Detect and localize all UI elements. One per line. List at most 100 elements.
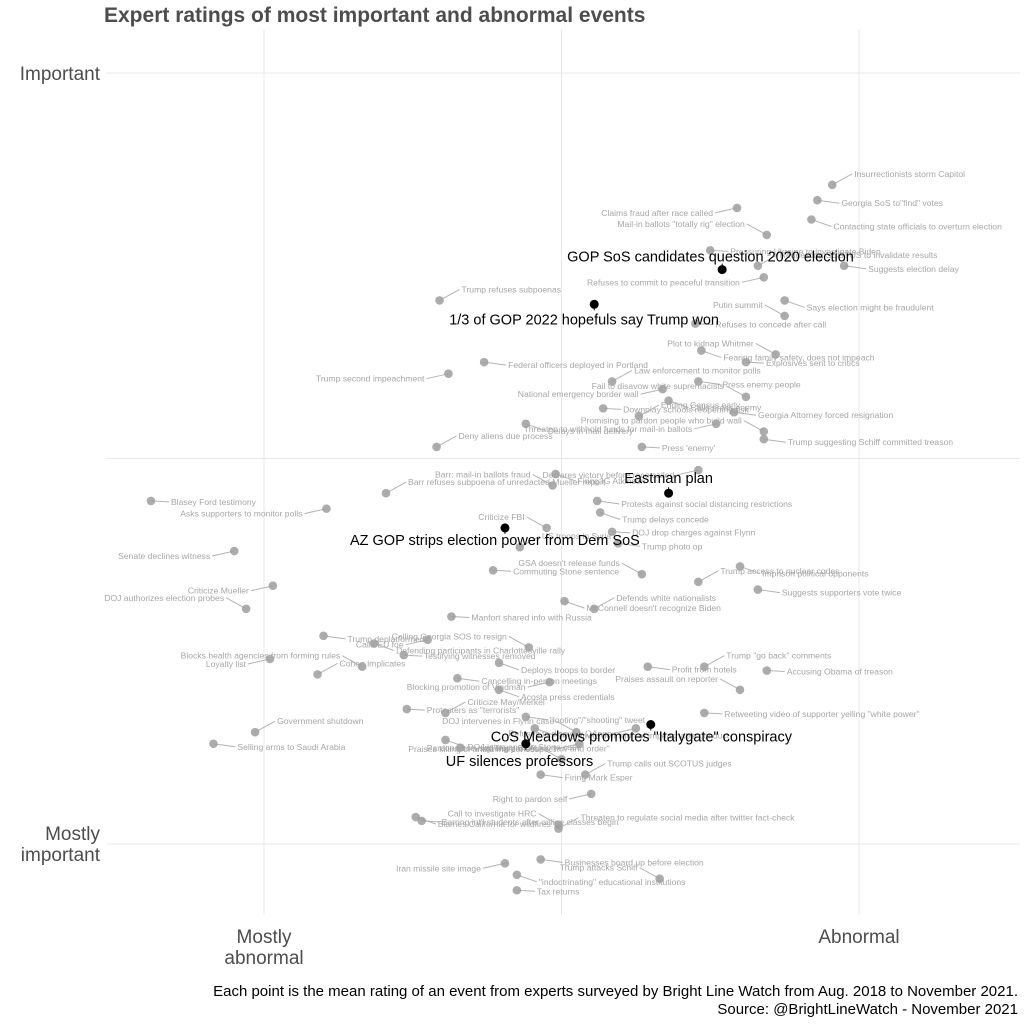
data-point xyxy=(700,708,709,718)
point-label: DOJ authorizes election probes xyxy=(104,593,224,603)
data-point xyxy=(694,377,703,386)
point-label: Refuses to disavow QAnon xyxy=(508,728,612,738)
point-label: Georgia Attorney forced resignation xyxy=(758,410,893,420)
point-label: Press 'enemy' xyxy=(662,443,716,453)
data-point xyxy=(592,496,602,506)
data-point xyxy=(694,465,703,475)
point-label: Blocking promotion of Vindman xyxy=(407,682,526,692)
point-label: Insurrectionists storm Capitol xyxy=(854,169,965,179)
data-point xyxy=(759,434,769,444)
data-point xyxy=(250,727,260,737)
data-point xyxy=(735,685,745,695)
data-point xyxy=(655,874,664,883)
point-label: Suggests supporters vote twice xyxy=(782,588,902,598)
point-label: Tax returns xyxy=(537,886,580,896)
data-point xyxy=(697,346,706,355)
data-point xyxy=(488,565,498,575)
point-label: Georgia SoS to"find" votes xyxy=(841,198,943,208)
data-point xyxy=(521,712,531,722)
data-point xyxy=(607,377,617,386)
highlight-point xyxy=(521,739,531,749)
data-point xyxy=(705,246,715,255)
point-label: Defends white nationalists xyxy=(616,593,716,603)
point-label: Pardons accused Navy SEAL xyxy=(427,743,540,753)
point-label: Dershowitz definition of impeachable con… xyxy=(557,730,730,740)
data-point xyxy=(453,673,462,683)
data-point xyxy=(637,442,647,452)
x-tick-label: Abnormal xyxy=(818,927,899,948)
point-label: Federal officers deployed in Portland xyxy=(508,360,648,370)
data-point xyxy=(694,577,703,587)
point-label: Trump attacks Schiff xyxy=(560,863,638,873)
data-point xyxy=(229,546,239,556)
data-point xyxy=(762,666,772,675)
point-label: Criticize FBI xyxy=(478,512,524,522)
point-label: National emergency border wall xyxy=(518,389,639,399)
point-label: Firing IG Atkinson xyxy=(578,476,646,486)
point-label: Promising to pardon people who build wal… xyxy=(581,416,742,426)
data-point xyxy=(613,539,623,548)
point-label: Deploys troops to border xyxy=(521,665,615,675)
data-point xyxy=(402,704,412,714)
point-label: Contacting state officials to overturn e… xyxy=(833,221,1002,231)
data-point xyxy=(268,581,278,591)
data-point xyxy=(441,708,450,718)
data-point xyxy=(560,596,569,606)
data-point xyxy=(631,724,641,733)
point-label: Calling Georgia SOS to resign xyxy=(392,631,507,641)
point-label: Claims fraud after race called xyxy=(601,208,713,218)
point-label: Protests against social distancing restr… xyxy=(621,499,792,509)
data-point xyxy=(319,631,328,641)
data-point xyxy=(551,469,560,479)
data-point xyxy=(813,195,822,205)
data-point xyxy=(827,180,837,190)
data-point xyxy=(780,311,789,321)
point-label: Calls EU foe xyxy=(356,640,404,650)
highlight-label: Eastman plan xyxy=(624,471,713,487)
data-point xyxy=(575,739,584,749)
highlight-label: UF silences professors xyxy=(446,754,593,770)
point-label: "looting"/"shooting" tweet xyxy=(550,715,646,725)
point-label: Profit from hotels xyxy=(672,665,737,675)
point-label: Protesters as "terrorists" xyxy=(427,705,520,715)
point-label: Trump second impeachment xyxy=(316,374,425,384)
point-label: Blocks health agencies from forming rule… xyxy=(181,651,341,661)
point-label: Refuses to concede after call xyxy=(715,320,826,330)
data-point xyxy=(753,261,763,271)
point-label: Says election might be fraudulent xyxy=(807,302,935,312)
point-label: Fearing family safety, does not impeach xyxy=(723,353,874,363)
data-point xyxy=(741,357,751,367)
data-point xyxy=(494,658,504,668)
point-label: Imprison political opponents xyxy=(762,568,869,578)
highlight-label: 1/3 of GOP 2022 hopefuls say Trump won xyxy=(449,312,719,328)
point-label: Cohen implicates xyxy=(340,658,406,668)
data-point xyxy=(447,612,456,621)
data-point xyxy=(423,635,432,644)
data-point xyxy=(146,496,156,506)
point-label: Praises killing of antifa murder suspect xyxy=(408,744,556,754)
data-point xyxy=(664,396,673,405)
point-label: Government shutdown xyxy=(277,716,364,726)
data-point xyxy=(512,885,522,895)
data-point xyxy=(542,523,551,533)
point-label: Barr refuses subpoena of unredacted Muel… xyxy=(408,477,606,487)
point-label: Selling arms to Saudi Arabia xyxy=(237,742,345,752)
point-label: Refuses to commit to peaceful transition xyxy=(587,277,740,287)
point-label: Threaten to withhold funds for mail-in b… xyxy=(524,424,693,434)
point-label: McConnell doesn't recognize Biden xyxy=(586,603,721,613)
highlight-point xyxy=(664,488,674,498)
point-label: Asks supporters to monitor polls xyxy=(180,509,302,519)
data-point xyxy=(479,357,489,367)
data-point xyxy=(381,488,391,498)
data-point xyxy=(572,727,581,737)
point-label: Downplay schools reopening risk xyxy=(623,404,749,414)
point-label: Businesses board up before election xyxy=(565,857,704,867)
data-point xyxy=(536,770,545,779)
point-label: Senate declines witness xyxy=(118,551,210,561)
point-label: Firing Mark Esper xyxy=(565,773,633,783)
data-point xyxy=(732,203,742,213)
point-label: Manfort shared info with Russia xyxy=(471,613,592,623)
point-label: Trump photo op xyxy=(642,541,703,551)
data-point xyxy=(444,369,453,378)
point-label: Defending participants in Charlottesvill… xyxy=(396,646,566,656)
